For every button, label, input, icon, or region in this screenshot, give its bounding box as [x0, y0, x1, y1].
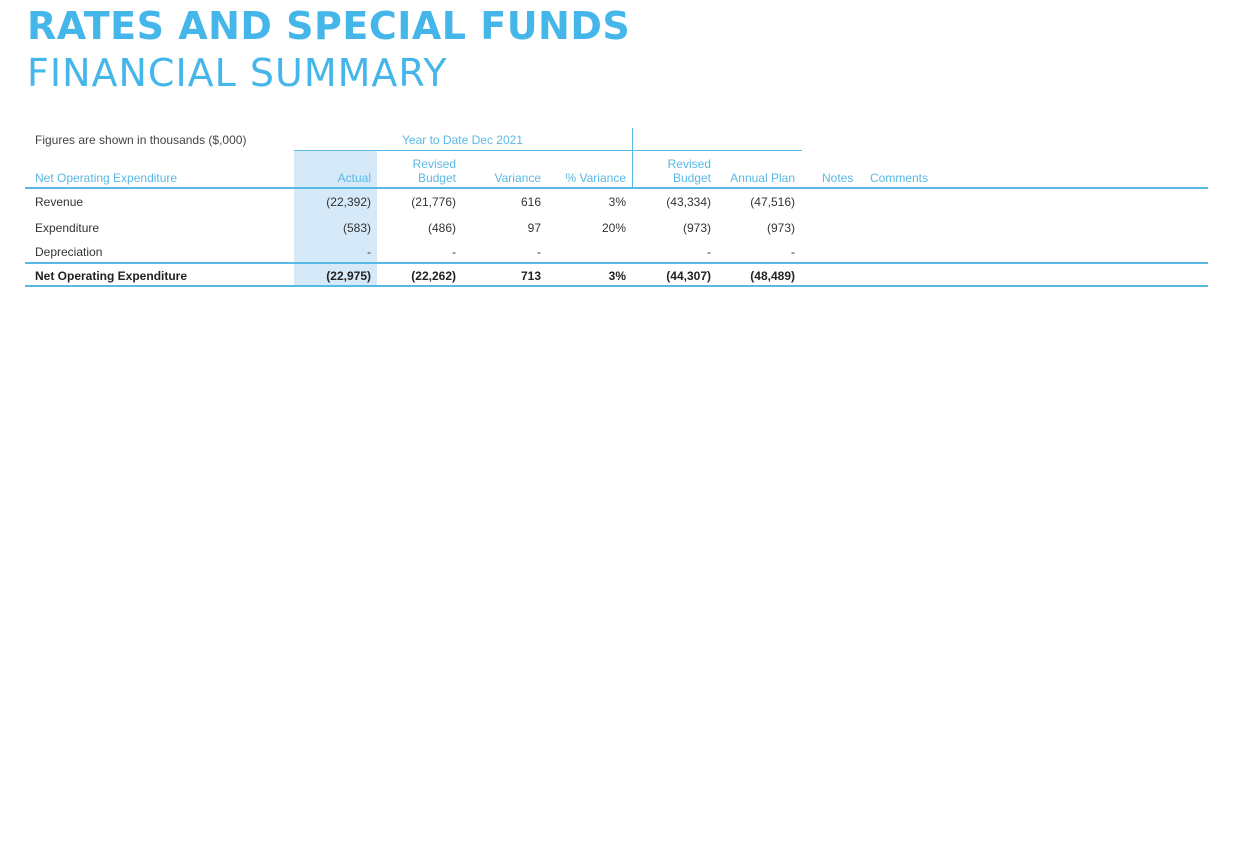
total-label: Net Operating Expenditure: [35, 269, 188, 283]
total-top-rule: [25, 262, 1208, 264]
cell-actual: (22,392): [326, 195, 371, 209]
header-revised-budget-line2: Budget: [417, 171, 456, 185]
units-note: Figures are shown in thousands ($,000): [35, 133, 247, 147]
header-annual-plan: Annual Plan: [730, 171, 795, 185]
total-variance: 713: [520, 269, 541, 283]
total-revised-budget: (22,262): [411, 269, 456, 283]
page-title: RATES AND SPECIAL FUNDS: [27, 4, 631, 48]
group-divider: [632, 128, 633, 187]
header-full-revised-budget-line1: Revised: [667, 157, 711, 171]
cell-full-revised-budget: (973): [682, 221, 711, 235]
total-annual-plan: (48,489): [750, 269, 795, 283]
row-label: Revenue: [35, 195, 84, 209]
cell-full-revised-budget: (43,334): [666, 195, 711, 209]
header-label: Net Operating Expenditure: [35, 171, 178, 185]
total-actual: (22,975): [326, 269, 371, 283]
header-variance: Variance: [494, 171, 541, 185]
header-revised-budget-line1: Revised: [412, 157, 456, 171]
cell-variance: 97: [527, 221, 541, 235]
header-pct-variance: % Variance: [565, 171, 626, 185]
cell-full-revised-budget: -: [707, 245, 711, 259]
cell-annual-plan: (973): [766, 221, 795, 235]
total-full-revised-budget: (44,307): [666, 269, 711, 283]
cell-pct-variance: 20%: [601, 221, 626, 235]
header-full-revised-budget-line2: Budget: [672, 171, 711, 185]
cell-annual-plan: (47,516): [750, 195, 795, 209]
total-pct-variance: 3%: [608, 269, 626, 283]
row-label: Expenditure: [35, 221, 100, 235]
total-bottom-rule: [25, 285, 1208, 287]
cell-revised-budget: -: [452, 245, 456, 259]
header-actual: Actual: [337, 171, 371, 185]
row-label: Depreciation: [35, 245, 103, 259]
cell-revised-budget: (21,776): [411, 195, 456, 209]
header-rule: [25, 187, 1208, 189]
cell-variance: 616: [520, 195, 541, 209]
cell-pct-variance: 3%: [608, 195, 626, 209]
page-subtitle: FINANCIAL SUMMARY: [27, 51, 448, 95]
cell-actual: -: [367, 245, 371, 259]
group-header-ytd: Year to Date Dec 2021: [402, 133, 523, 147]
cell-actual: (583): [342, 221, 371, 235]
cell-annual-plan: -: [791, 245, 795, 259]
cell-variance: -: [537, 245, 541, 259]
group-header-underline: [294, 150, 802, 151]
cell-revised-budget: (486): [427, 221, 456, 235]
header-comments: Comments: [870, 171, 929, 185]
header-notes: Notes: [822, 171, 854, 185]
